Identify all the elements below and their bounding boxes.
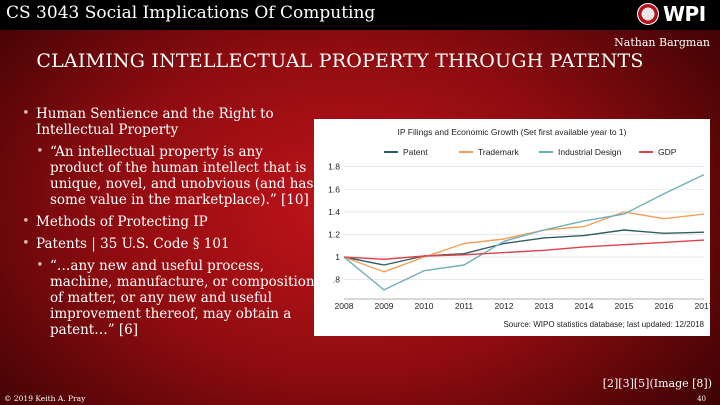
wpi-wordmark: WPI bbox=[663, 2, 706, 26]
bullet-text: Human Sentience and the Right to Intelle… bbox=[36, 106, 274, 138]
series-line-patent bbox=[343, 229, 705, 266]
wpi-seal-icon bbox=[637, 3, 659, 25]
bullet-dot-icon: • bbox=[22, 106, 30, 121]
y-tick-label: .8 bbox=[333, 275, 340, 285]
legend-label: GDP bbox=[658, 147, 677, 157]
x-tick-label: 2017 bbox=[695, 301, 710, 311]
bullet-text: Patents | 35 U.S. Code § 101 bbox=[36, 236, 230, 252]
bullet-dot-icon: • bbox=[22, 214, 30, 229]
bullet-text: Methods of Protecting IP bbox=[36, 214, 208, 230]
author-name: Nathan Bargman bbox=[614, 36, 710, 49]
legend-label: Industrial Design bbox=[558, 147, 622, 157]
bullet-list: • Human Sentience and the Right to Intel… bbox=[20, 106, 320, 344]
references: [2][3][5](Image [8]) bbox=[602, 377, 712, 390]
chart-title: IP Filings and Economic Growth (Set firs… bbox=[398, 127, 627, 137]
x-tick-label: 2010 bbox=[415, 301, 434, 311]
bullet-item: • Human Sentience and the Right to Intel… bbox=[20, 106, 320, 138]
series-line-trademark bbox=[343, 211, 705, 273]
y-tick-label: 1 bbox=[335, 252, 340, 262]
bullet-text: “An intellectual property is any product… bbox=[50, 144, 314, 208]
y-tick-label: 1.6 bbox=[328, 184, 340, 194]
chart-svg: IP Filings and Economic Growth (Set firs… bbox=[328, 127, 710, 329]
x-tick-label: 2009 bbox=[375, 301, 394, 311]
wpi-logo: WPI bbox=[637, 2, 717, 29]
x-tick-label: 2014 bbox=[575, 301, 594, 311]
slide-title: CLAIMING INTELLECTUAL PROPERTY THROUGH P… bbox=[36, 50, 644, 72]
bullet-dot-icon: • bbox=[36, 144, 44, 159]
bullet-item: • Methods of Protecting IP bbox=[20, 214, 320, 230]
bullet-dot-icon: • bbox=[22, 236, 30, 251]
x-tick-label: 2012 bbox=[495, 301, 514, 311]
bullet-dot-icon: • bbox=[36, 258, 44, 273]
x-tick-label: 2013 bbox=[535, 301, 554, 311]
copyright: © 2019 Keith A. Pray bbox=[4, 394, 86, 403]
legend-label: Patent bbox=[403, 147, 428, 157]
x-tick-label: 2011 bbox=[455, 301, 474, 311]
x-tick-label: 2016 bbox=[655, 301, 674, 311]
bullet-text: “…any new and useful process, machine, m… bbox=[50, 258, 315, 338]
sub-bullet-item: • “…any new and useful process, machine,… bbox=[20, 258, 320, 338]
sub-bullet-item: • “An intellectual property is any produ… bbox=[20, 144, 320, 208]
ip-growth-chart: IP Filings and Economic Growth (Set firs… bbox=[314, 119, 710, 336]
legend-label: Trademark bbox=[478, 147, 520, 157]
x-tick-label: 2008 bbox=[335, 301, 354, 311]
y-tick-label: 1.8 bbox=[328, 162, 340, 172]
series-line-gdp bbox=[343, 239, 705, 261]
course-title: CS 3043 Social Implications Of Computing bbox=[6, 3, 376, 23]
header-bar: CS 3043 Social Implications Of Computing… bbox=[0, 0, 720, 30]
y-tick-label: 1.2 bbox=[328, 229, 340, 239]
chart-source: Source: WIPO statistics database; last u… bbox=[503, 320, 704, 329]
y-tick-label: 1.4 bbox=[328, 207, 340, 217]
page-number: 40 bbox=[697, 395, 706, 403]
bullet-item: • Patents | 35 U.S. Code § 101 bbox=[20, 236, 320, 252]
x-tick-label: 2015 bbox=[615, 301, 634, 311]
series-line-industrial-design bbox=[343, 173, 705, 291]
